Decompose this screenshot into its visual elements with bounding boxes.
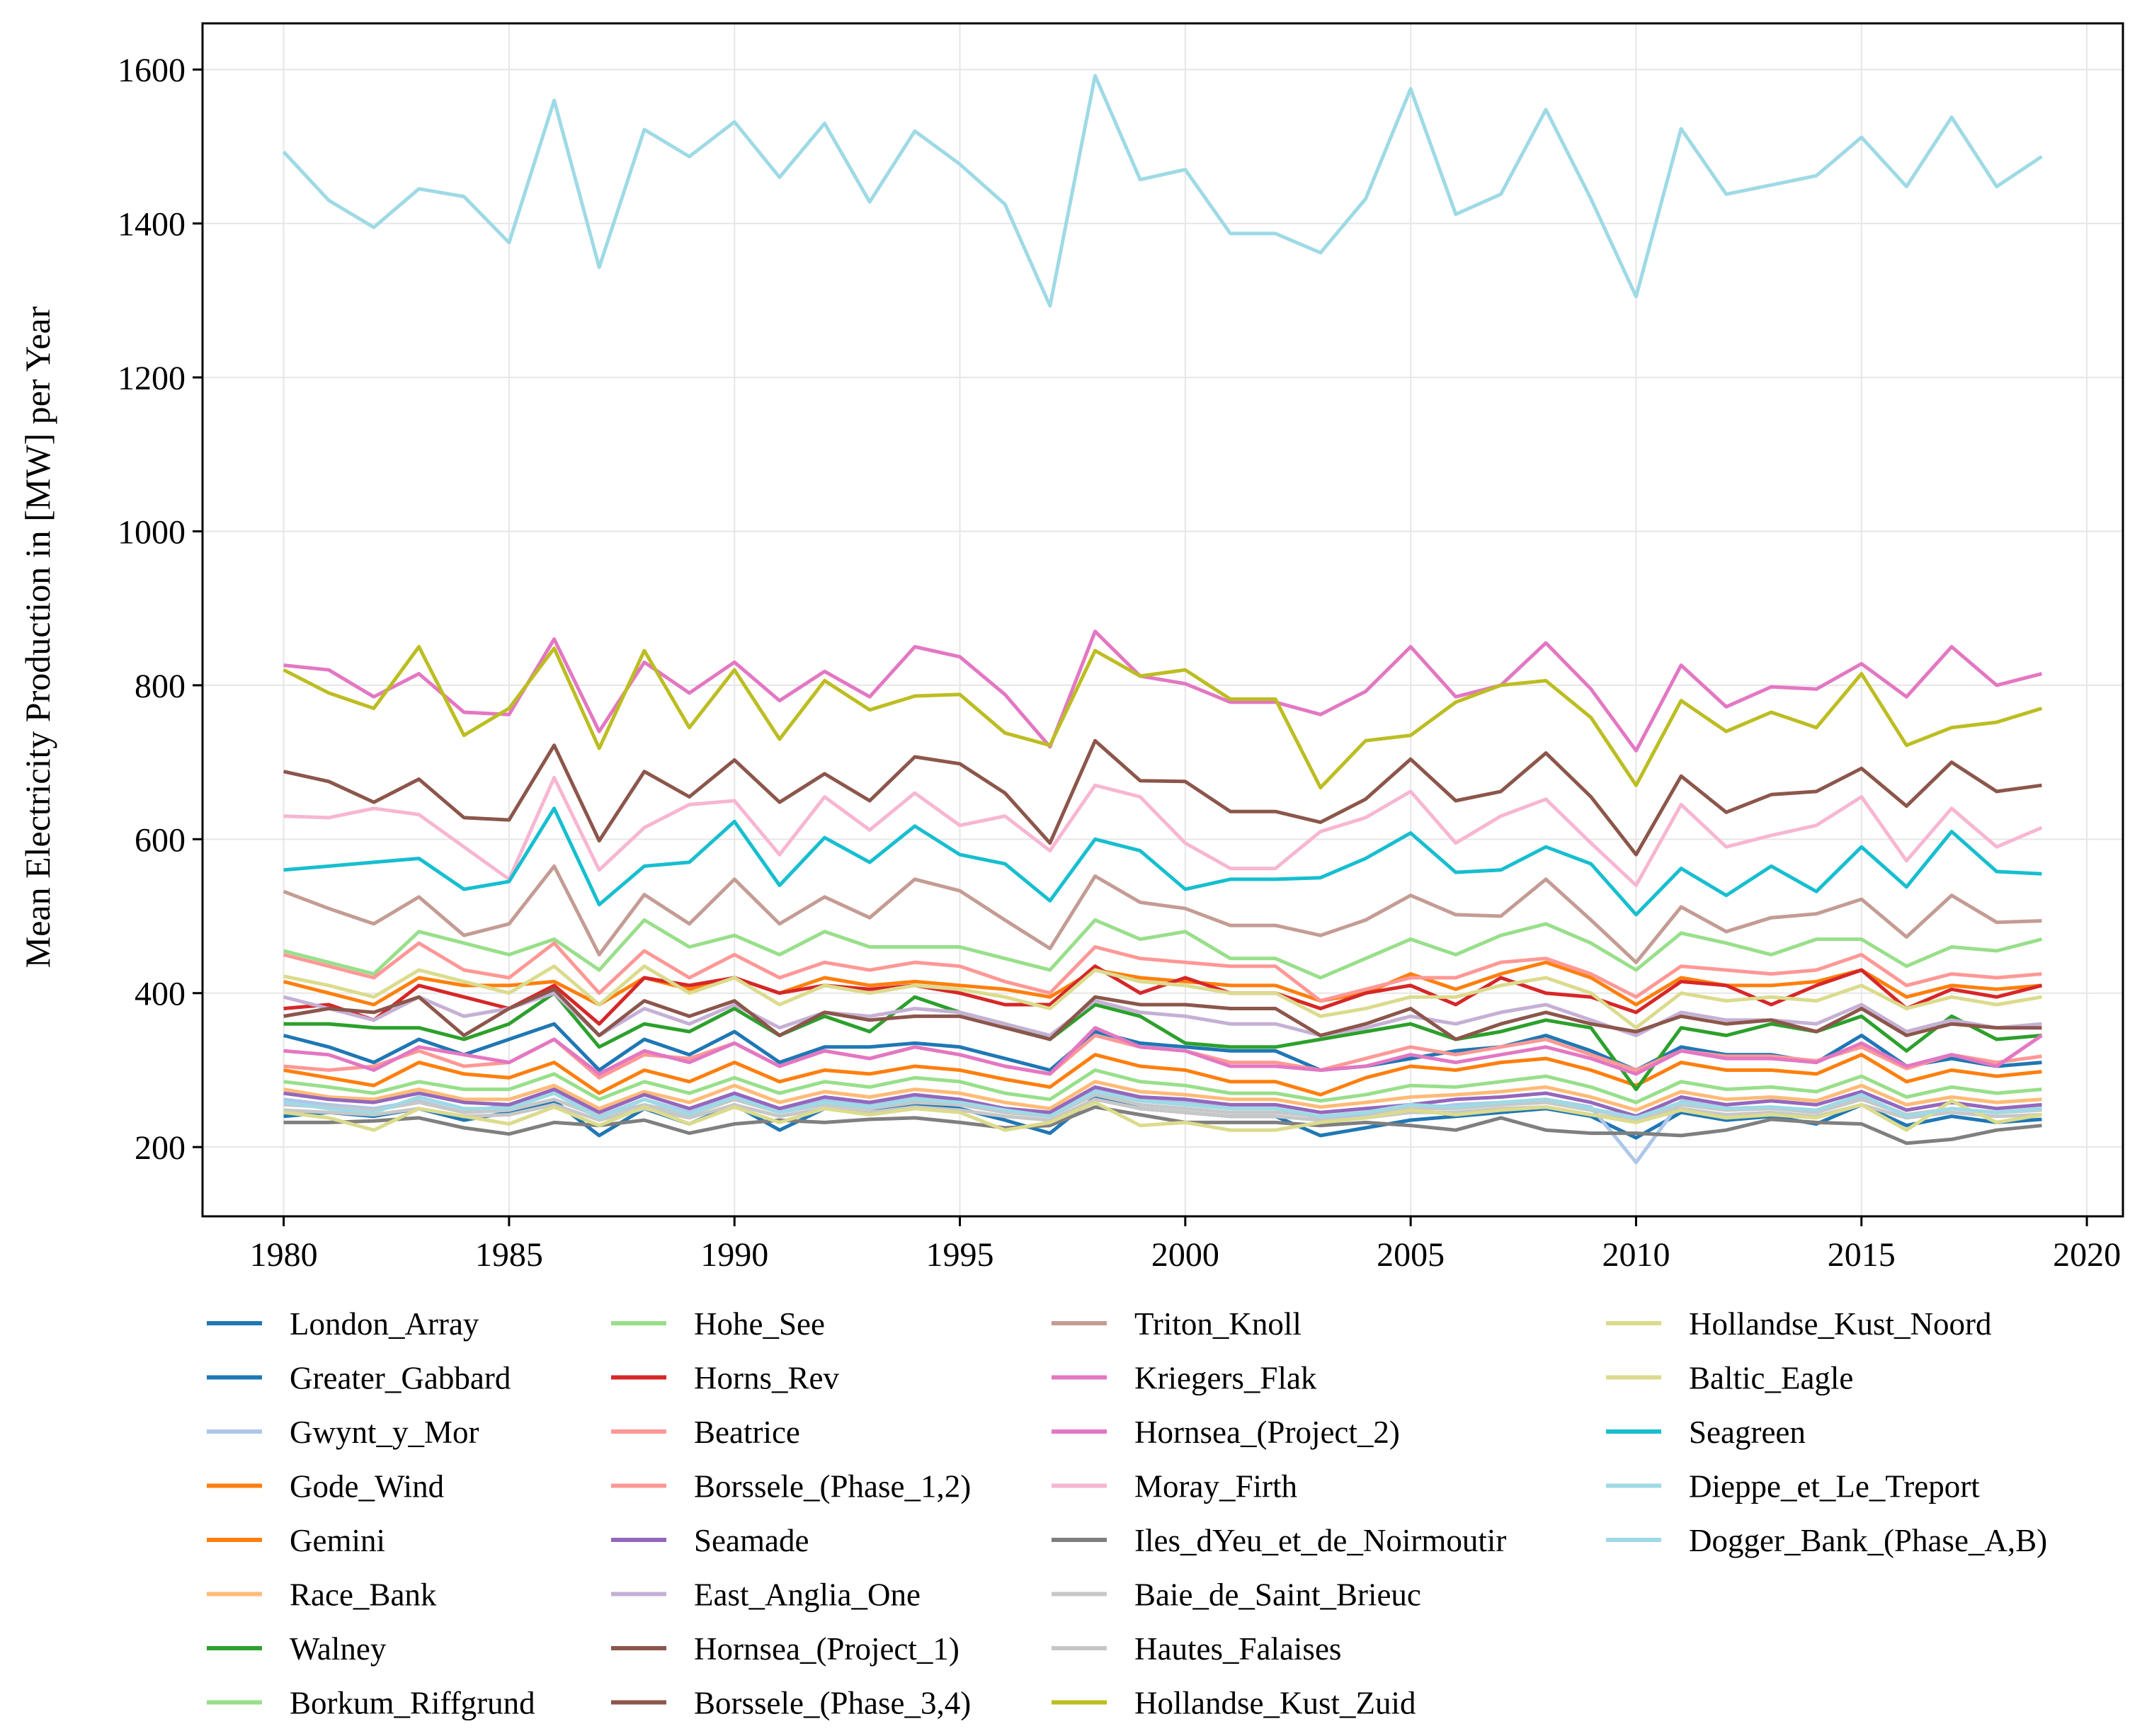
series-line-kriegers-flak bbox=[283, 629, 2043, 753]
legend-label-hornsea-project-2: Hornsea_(Project_2) bbox=[1134, 1415, 1400, 1450]
plot-frame bbox=[201, 22, 2124, 1218]
series-line-moray-firth bbox=[283, 775, 2043, 887]
legend-label-baie-de-saint-brieuc: Baie_de_Saint_Brieuc bbox=[1134, 1577, 1421, 1613]
legend-label-dogger-bank-phase-a-b: Dogger_Bank_(Phase_A,B) bbox=[1689, 1523, 2047, 1558]
series-line-gemini bbox=[283, 960, 2042, 1007]
x-tick-label: 2020 bbox=[2053, 1236, 2121, 1274]
series-line-hollandse-kust-noord bbox=[283, 964, 2042, 1030]
y-tick-label: 1000 bbox=[118, 513, 186, 551]
x-axis-ticks: 1980 1985 1990 1995 2000 2005 2010 2015 2020 bbox=[250, 1216, 2121, 1274]
legend-label-east-anglia-one: East_Anglia_One bbox=[694, 1577, 921, 1613]
legend-label-dieppe-et-le-treport: Dieppe_et_Le_Treport bbox=[1689, 1469, 1980, 1504]
legend-label-borssele-phase-1-2: Borssele_(Phase_1,2) bbox=[694, 1469, 971, 1504]
x-tick-label: 1985 bbox=[475, 1236, 543, 1274]
series-line-triton-knoll bbox=[283, 864, 2042, 964]
legend-label-seagreen: Seagreen bbox=[1689, 1415, 1806, 1450]
legend-label-hautes-falaises: Hautes_Falaises bbox=[1134, 1631, 1341, 1667]
y-tick-label: 200 bbox=[135, 1129, 186, 1167]
series-line-baie-de-saint-brieuc bbox=[283, 1097, 2042, 1122]
series-line-gode-wind bbox=[283, 1053, 2042, 1097]
x-tick-label: 1995 bbox=[926, 1236, 994, 1274]
series-line-hollandse-kust-zuid bbox=[283, 645, 2043, 789]
legend-label-seamade: Seamade bbox=[694, 1523, 809, 1558]
series-line-borssele-phase-1-2 bbox=[283, 941, 2042, 1003]
series-line-baltic-eagle bbox=[283, 1099, 2042, 1132]
x-tick-label: 2005 bbox=[1377, 1236, 1445, 1274]
x-tick-label: 2010 bbox=[1602, 1236, 1670, 1274]
legend-label-london-array: London_Array bbox=[290, 1306, 479, 1342]
legend-label-gemini: Gemini bbox=[290, 1523, 385, 1558]
series-line-dieppe-et-le-treport bbox=[283, 1090, 2042, 1120]
y-axis-label: Mean Electricity Production in [MW] per … bbox=[18, 306, 57, 968]
legend-label-kriegers-flak: Kriegers_Flak bbox=[1134, 1361, 1317, 1396]
legend-label-triton-knoll: Triton_Knoll bbox=[1134, 1306, 1302, 1342]
x-tick-label: 1980 bbox=[250, 1236, 318, 1274]
series-line-race-bank bbox=[283, 1080, 2042, 1112]
legend-label-moray-firth: Moray_Firth bbox=[1134, 1469, 1297, 1504]
legend-label-borssele-phase-3-4: Borssele_(Phase_3,4) bbox=[694, 1686, 971, 1721]
x-tick-label: 2000 bbox=[1151, 1236, 1219, 1274]
legend-label-race-bank: Race_Bank bbox=[290, 1577, 437, 1613]
series-line-seamade bbox=[283, 1085, 2042, 1119]
y-tick-label: 1600 bbox=[118, 52, 186, 89]
legend-label-baltic-eagle: Baltic_Eagle bbox=[1689, 1361, 1853, 1396]
series-line-iles-dyeu-et-de-noirmoutir bbox=[283, 1105, 2042, 1146]
series-line-seagreen bbox=[283, 806, 2042, 917]
y-axis-ticks: 200 400 600 800 1000 1200 1400 1600 bbox=[118, 52, 203, 1167]
legend-label-hornsea-project-1: Hornsea_(Project_1) bbox=[694, 1631, 959, 1667]
legend-label-iles-dyeu-et-de-noirmoutir: Iles_dYeu_et_de_Noirmoutir bbox=[1134, 1523, 1506, 1558]
y-tick-label: 800 bbox=[135, 668, 186, 705]
series-line-borkum-riffgrund bbox=[283, 1068, 2042, 1104]
grid-lines bbox=[203, 23, 2123, 1216]
series-line-hornsea-project-1 bbox=[283, 987, 2042, 1041]
x-tick-label: 2015 bbox=[1828, 1236, 1896, 1274]
series-line-walney bbox=[283, 991, 2042, 1092]
legend-label-walney: Walney bbox=[290, 1631, 387, 1667]
y-tick-label: 1400 bbox=[118, 206, 186, 244]
y-tick-label: 600 bbox=[135, 821, 186, 859]
legend-label-beatrice: Beatrice bbox=[694, 1415, 800, 1450]
x-tick-label: 1990 bbox=[700, 1236, 768, 1274]
legend-label-greater-gabbard: Greater_Gabbard bbox=[290, 1361, 511, 1396]
series-line-borssele-phase-3-4 bbox=[283, 738, 2042, 857]
series-line-hornsea-project-2 bbox=[283, 1026, 2043, 1076]
series-lines bbox=[282, 74, 2043, 1165]
legend: London_Array Greater_Gabbard Gwynt_y_Mor Go… bbox=[207, 1306, 2047, 1721]
y-tick-label: 400 bbox=[135, 976, 186, 1013]
legend-label-hohe-see: Hohe_See bbox=[694, 1306, 825, 1342]
y-tick-label: 1200 bbox=[118, 360, 186, 397]
series-line-hohe-see bbox=[283, 918, 2043, 980]
series-line-dogger-bank-phase-a-b bbox=[282, 74, 2043, 308]
legend-label-horns-rev: Horns_Rev bbox=[694, 1361, 839, 1396]
legend-label-hollandse-kust-zuid: Hollandse_Kust_Zuid bbox=[1134, 1686, 1416, 1721]
legend-label-hollandse-kust-noord: Hollandse_Kust_Noord bbox=[1689, 1306, 1991, 1342]
legend-label-gode-wind: Gode_Wind bbox=[290, 1469, 444, 1504]
series-line-horns-rev bbox=[283, 964, 2043, 1026]
legend-label-gwynt-y-mor: Gwynt_y_Mor bbox=[290, 1415, 479, 1450]
legend-label-borkum-riffgrund: Borkum_Riffgrund bbox=[290, 1686, 535, 1721]
